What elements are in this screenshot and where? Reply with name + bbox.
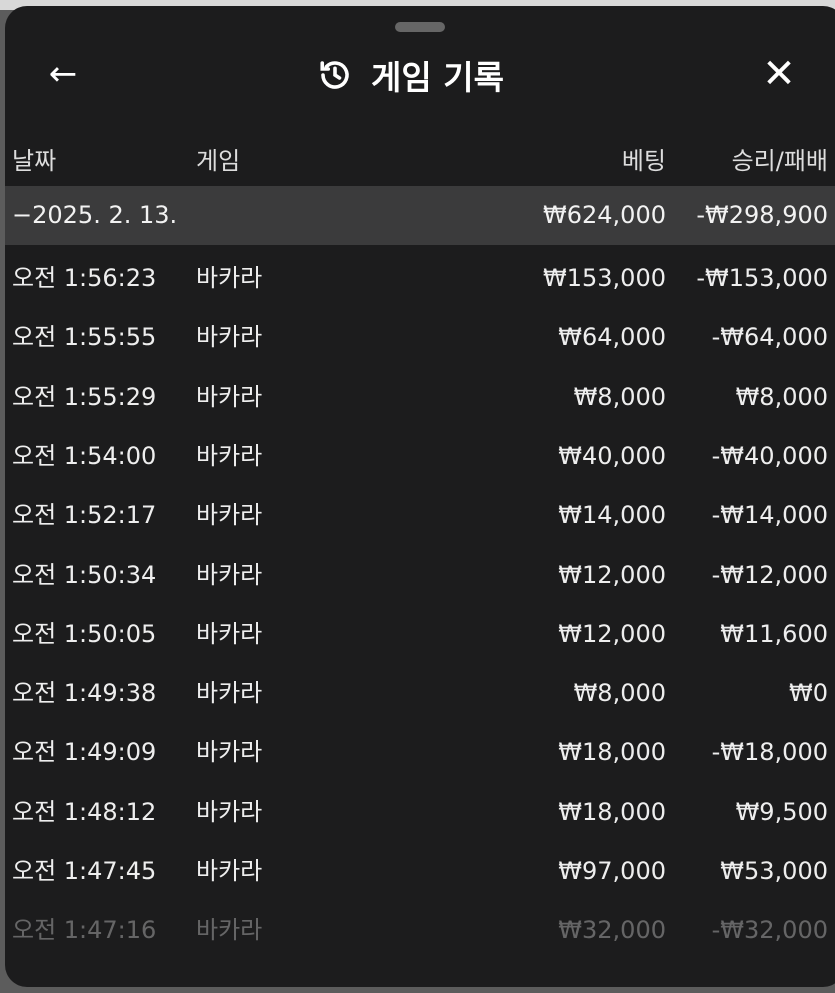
row-result: -₩12,000 — [711, 560, 828, 589]
row-result: ₩8,000 — [735, 382, 828, 411]
back-button[interactable]: ← — [41, 52, 85, 96]
close-button[interactable]: ✕ — [757, 52, 801, 96]
row-game: 바카라 — [196, 323, 263, 352]
game-history-sheet: ← 게임 기록 ✕ 날짜 게임 베팅 승리/패배 −2025. 2. 13. ₩… — [5, 6, 835, 987]
row-game: 바카라 — [196, 501, 263, 530]
row-game: 바카라 — [196, 679, 263, 708]
row-bet: ₩18,000 — [558, 738, 666, 767]
table-row[interactable]: 오전 1:48:12 바카라 ₩18,000 ₩9,500 — [5, 783, 835, 842]
history-icon — [320, 61, 349, 89]
row-result: -₩153,000 — [696, 264, 828, 292]
row-game: 바카라 — [196, 382, 263, 411]
row-bet: ₩8,000 — [573, 679, 666, 708]
row-game: 바카라 — [196, 857, 263, 885]
page-title: 게임 기록 — [317, 50, 504, 100]
table-row[interactable]: 오전 1:49:09 바카라 ₩18,000 -₩18,000 — [5, 723, 835, 782]
row-time: 오전 1:48:12 — [12, 797, 157, 826]
row-game: 바카라 — [196, 560, 263, 589]
row-time: 오전 1:47:16 — [12, 916, 157, 945]
row-result: -₩32,000 — [711, 916, 828, 945]
row-time: 오전 1:49:38 — [12, 679, 157, 708]
table-header: 날짜 게임 베팅 승리/패배 — [5, 132, 835, 191]
title-text: 게임 기록 — [371, 58, 504, 97]
column-bet: 베팅 — [621, 147, 666, 175]
close-icon: ✕ — [762, 51, 796, 97]
row-time: 오전 1:49:09 — [12, 738, 157, 767]
row-bet: ₩64,000 — [558, 323, 666, 352]
row-bet: ₩8,000 — [573, 382, 666, 411]
date-group-row[interactable]: −2025. 2. 13. ₩624,000 -₩298,900 — [5, 186, 835, 245]
table-row[interactable]: 오전 1:47:45 바카라 ₩97,000 ₩53,000 — [5, 842, 835, 901]
table-row[interactable]: 오전 1:49:38 바카라 ₩8,000 ₩0 — [5, 664, 835, 723]
row-bet: ₩32,000 — [558, 916, 666, 945]
row-result: ₩9,500 — [735, 797, 828, 826]
row-bet: ₩40,000 — [558, 441, 666, 470]
row-game: 바카라 — [196, 916, 263, 945]
row-result: ₩0 — [789, 679, 828, 708]
row-result: ₩53,000 — [720, 857, 828, 885]
row-time: 오전 1:50:34 — [12, 560, 157, 589]
row-bet: ₩18,000 — [558, 797, 666, 826]
row-time: 오전 1:50:05 — [12, 619, 157, 648]
row-game: 바카라 — [196, 264, 263, 292]
group-bet-total: ₩624,000 — [543, 201, 666, 229]
row-bet: ₩14,000 — [558, 501, 666, 530]
row-game: 바카라 — [196, 797, 263, 826]
background-page — [0, 0, 835, 10]
column-result: 승리/패배 — [731, 147, 828, 175]
row-time: 오전 1:47:45 — [12, 857, 157, 885]
group-result-total: -₩298,900 — [696, 201, 828, 229]
row-result: -₩18,000 — [711, 738, 828, 767]
row-bet: ₩97,000 — [558, 857, 666, 885]
drag-handle[interactable] — [395, 22, 445, 32]
row-result: -₩64,000 — [711, 323, 828, 352]
row-result: ₩11,600 — [720, 619, 828, 648]
table-row[interactable]: 오전 1:47:16 바카라 ₩32,000 -₩32,000 — [5, 901, 835, 960]
table-row[interactable]: 오전 1:52:17 바카라 ₩14,000 -₩14,000 — [5, 486, 835, 545]
row-game: 바카라 — [196, 441, 263, 470]
row-result: -₩14,000 — [711, 501, 828, 530]
row-game: 바카라 — [196, 738, 263, 767]
row-time: 오전 1:55:55 — [12, 323, 157, 352]
column-date: 날짜 — [12, 147, 57, 175]
table-row[interactable]: 오전 1:55:29 바카라 ₩8,000 ₩8,000 — [5, 368, 835, 427]
row-result: -₩40,000 — [711, 441, 828, 470]
table-row[interactable]: 오전 1:55:55 바카라 ₩64,000 -₩64,000 — [5, 308, 835, 367]
row-bet: ₩153,000 — [543, 264, 666, 292]
group-date: −2025. 2. 13. — [12, 201, 178, 229]
row-time: 오전 1:56:23 — [12, 264, 157, 292]
arrow-left-icon: ← — [48, 54, 78, 94]
table-row[interactable]: 오전 1:56:23 바카라 ₩153,000 -₩153,000 — [5, 249, 835, 308]
row-time: 오전 1:54:00 — [12, 441, 157, 470]
row-time: 오전 1:52:17 — [12, 501, 157, 530]
table-row[interactable]: 오전 1:50:34 바카라 ₩12,000 -₩12,000 — [5, 546, 835, 605]
table-row[interactable]: 오전 1:54:00 바카라 ₩40,000 -₩40,000 — [5, 427, 835, 486]
column-game: 게임 — [196, 147, 241, 175]
row-bet: ₩12,000 — [558, 560, 666, 589]
row-bet: ₩12,000 — [558, 619, 666, 648]
row-time: 오전 1:55:29 — [12, 382, 157, 411]
table-row[interactable]: 오전 1:50:05 바카라 ₩12,000 ₩11,600 — [5, 605, 835, 664]
row-game: 바카라 — [196, 619, 263, 648]
